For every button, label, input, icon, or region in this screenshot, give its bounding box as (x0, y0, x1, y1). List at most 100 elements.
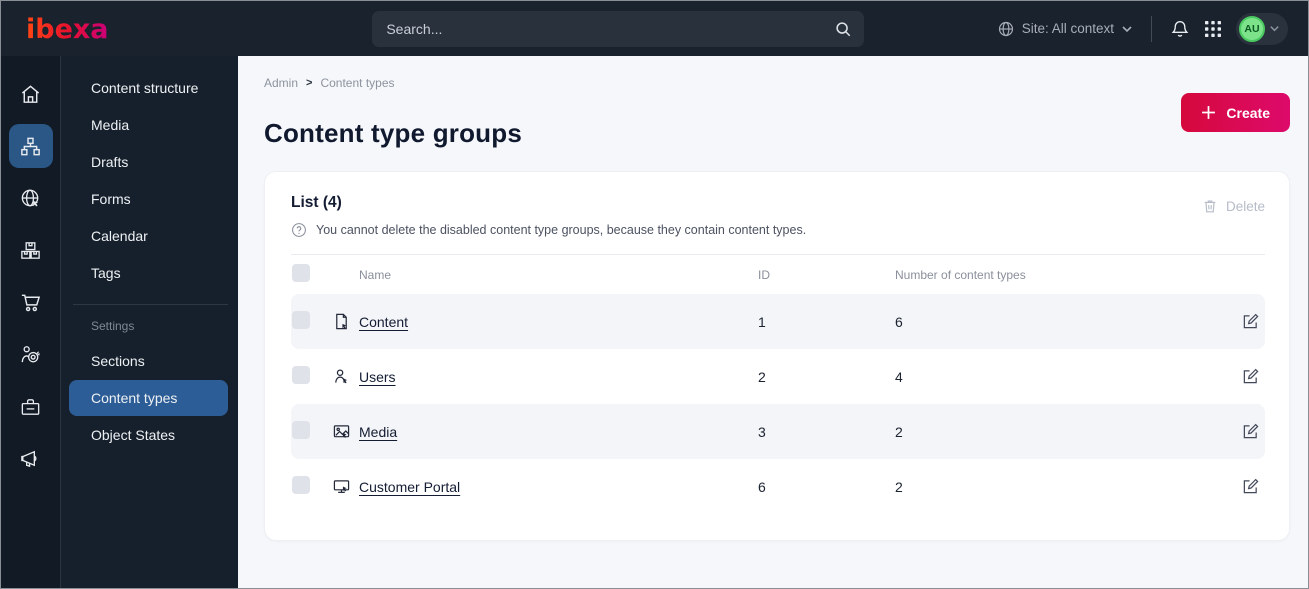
rail-toolbox[interactable] (9, 384, 53, 428)
table-row: Customer Portal 6 2 (291, 459, 1265, 514)
row-checkbox[interactable] (292, 311, 310, 329)
column-header-id: ID (758, 267, 770, 282)
row-id: 3 (758, 423, 766, 440)
table-body: Content 1 6 Users 2 4 Media 3 2 Customer Portal 6 2 (291, 294, 1265, 514)
table-row: Users 2 4 (291, 349, 1265, 404)
select-all-checkbox[interactable] (292, 264, 310, 282)
column-header-name: Name (359, 267, 392, 282)
search-icon[interactable] (834, 20, 852, 38)
topbar: ibexa Site: All context (1, 1, 1308, 56)
row-checkbox[interactable] (292, 421, 310, 439)
cart-icon (19, 291, 42, 314)
megaphone-icon (19, 447, 42, 470)
global-search[interactable] (372, 10, 865, 47)
row-count: 4 (895, 368, 903, 385)
sidebar-item-media[interactable]: Media (91, 117, 130, 133)
topbar-divider (1151, 15, 1152, 42)
rail-campaigns[interactable] (9, 436, 53, 480)
list-card: List (4) You cannot delete the disabled … (264, 171, 1290, 541)
row-count: 2 (895, 478, 903, 495)
app-switcher-button[interactable] (1204, 20, 1222, 38)
create-button-label: Create (1226, 104, 1270, 121)
table-row: Media 3 2 (291, 404, 1265, 459)
row-count: 6 (895, 313, 903, 330)
user-icon (333, 368, 359, 385)
edit-icon (1242, 423, 1259, 440)
breadcrumb-separator: > (306, 77, 313, 89)
rail-home[interactable] (9, 72, 53, 116)
delete-button[interactable]: Delete (1202, 194, 1265, 214)
monitor-icon (333, 478, 359, 495)
row-id: 2 (758, 368, 766, 385)
sidebar-item-forms[interactable]: Forms (91, 191, 131, 207)
globe-icon (997, 20, 1015, 38)
sidebar-item-content-types[interactable]: Content types (69, 380, 228, 416)
row-id: 1 (758, 313, 766, 330)
content-type-group-link[interactable]: Media (359, 423, 398, 440)
delete-button-label: Delete (1225, 198, 1265, 214)
file-icon (333, 313, 359, 330)
sidebar-menu-list: Content structure Media Drafts Forms Calenda… (61, 70, 228, 292)
home-icon (19, 83, 42, 106)
breadcrumb-content-types[interactable]: Content types (320, 76, 395, 90)
sidebar-item-object-states[interactable]: Object States (91, 427, 176, 443)
row-checkbox[interactable] (292, 366, 310, 384)
edit-button[interactable] (1242, 368, 1259, 385)
chevron-down-icon (1269, 23, 1280, 34)
breadcrumb: Admin > Content types (264, 76, 522, 90)
sidebar-item-drafts[interactable]: Drafts (91, 154, 129, 170)
trash-icon (1202, 198, 1218, 214)
logo-text: ibexa (26, 14, 109, 45)
edit-button[interactable] (1242, 423, 1259, 440)
topbar-search-zone (240, 10, 997, 47)
customer-icon (19, 343, 42, 366)
edit-icon (1242, 478, 1259, 495)
help-line: You cannot delete the disabled content t… (291, 222, 806, 238)
table-row: Content 1 6 (291, 294, 1265, 349)
icon-rail (1, 56, 61, 588)
chevron-down-icon (1121, 23, 1133, 35)
edit-icon (1242, 368, 1259, 385)
row-checkbox[interactable] (292, 476, 310, 494)
rail-content-structure[interactable] (8, 124, 53, 168)
sidebar-item-calendar[interactable]: Calendar (91, 228, 148, 244)
breadcrumb-admin[interactable]: Admin (264, 76, 299, 90)
sidebar-item-sections[interactable]: Sections (91, 353, 145, 369)
question-icon (291, 222, 307, 238)
edit-icon (1242, 313, 1259, 330)
row-id: 6 (758, 478, 766, 495)
help-text: You cannot delete the disabled content t… (316, 223, 807, 237)
ibexa-logo-icon: ibexa (26, 14, 109, 45)
toolbox-icon (19, 395, 42, 418)
content-type-group-link[interactable]: Customer Portal (359, 478, 461, 495)
table-header: Name ID Number of content types (291, 254, 1265, 294)
list-heading: List (4) (291, 194, 342, 211)
content-structure-icon (19, 135, 42, 158)
rail-site[interactable] (9, 176, 53, 220)
page-title: Content type groups (264, 118, 523, 148)
app-grid-icon (1204, 20, 1222, 38)
rail-commerce[interactable] (9, 228, 53, 272)
topbar-right: Site: All context (997, 12, 1288, 45)
notifications-button[interactable] (1170, 19, 1190, 39)
commerce-icon (19, 239, 42, 262)
sidebar-item-tags[interactable]: Tags (91, 265, 121, 281)
user-menu[interactable]: AU (1236, 12, 1288, 45)
rail-cart[interactable] (9, 280, 53, 324)
search-input[interactable] (386, 20, 835, 37)
create-button[interactable]: Create (1181, 93, 1290, 132)
menu-divider (73, 304, 228, 305)
edit-button[interactable] (1242, 313, 1259, 330)
rail-customers[interactable] (9, 332, 53, 376)
site-context-selector[interactable]: Site: All context (997, 20, 1133, 38)
plus-icon (1201, 105, 1216, 120)
ibexa-logo[interactable]: ibexa (25, 11, 240, 47)
edit-button[interactable] (1242, 478, 1259, 495)
column-header-count: Number of content types (895, 267, 1026, 282)
content-type-group-link[interactable]: Users (359, 368, 396, 385)
site-icon (19, 187, 42, 210)
sidebar-item-content-structure[interactable]: Content structure (91, 80, 199, 96)
sidebar-menu: Content structure Media Drafts Forms Calenda… (61, 56, 238, 588)
content-type-group-link[interactable]: Content (359, 313, 409, 330)
site-context-label: Site: All context (1021, 21, 1114, 36)
